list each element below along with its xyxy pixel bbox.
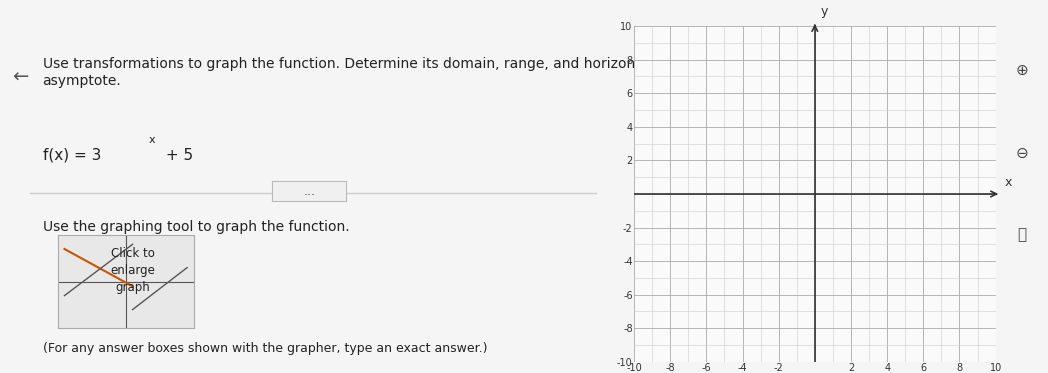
Text: ...: ... (303, 185, 315, 198)
Text: ⧉: ⧉ (1018, 228, 1026, 242)
Text: Use the graphing tool to graph the function.: Use the graphing tool to graph the funct… (43, 220, 349, 234)
Text: + 5: + 5 (161, 147, 193, 163)
Text: ←: ← (13, 68, 28, 87)
Text: y: y (821, 5, 828, 18)
Text: f(x) = 3: f(x) = 3 (43, 147, 101, 163)
Text: Click to
enlarge
graph: Click to enlarge graph (110, 247, 155, 294)
Text: (For any answer boxes shown with the grapher, type an exact answer.): (For any answer boxes shown with the gra… (43, 342, 487, 355)
Text: x: x (1005, 176, 1012, 189)
Text: ⊖: ⊖ (1016, 145, 1028, 160)
Text: ⊕: ⊕ (1016, 63, 1028, 78)
Text: Use transformations to graph the function. Determine its domain, range, and hori: Use transformations to graph the functio… (43, 57, 653, 88)
Text: x: x (149, 135, 155, 145)
